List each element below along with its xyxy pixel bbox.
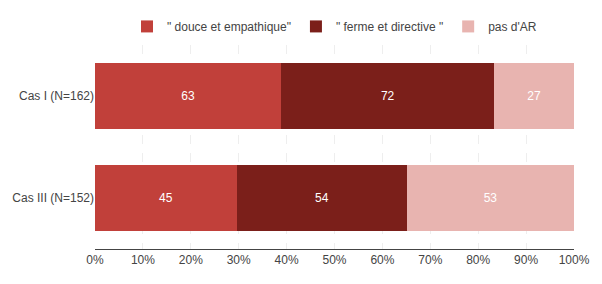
svg-text:20%: 20% bbox=[179, 253, 203, 267]
svg-text:Cas I (N=162): Cas I (N=162) bbox=[19, 89, 94, 103]
svg-text:50%: 50% bbox=[322, 253, 346, 267]
svg-text:63: 63 bbox=[181, 89, 195, 103]
svg-text:80%: 80% bbox=[466, 253, 490, 267]
svg-text:pas d'AR: pas d'AR bbox=[488, 20, 537, 34]
svg-text:" douce et empathique": " douce et empathique" bbox=[167, 20, 291, 34]
svg-text:27: 27 bbox=[527, 89, 541, 103]
svg-text:45: 45 bbox=[159, 191, 173, 205]
svg-text:40%: 40% bbox=[275, 253, 299, 267]
svg-text:30%: 30% bbox=[227, 253, 251, 267]
svg-text:0%: 0% bbox=[86, 253, 104, 267]
svg-text:72: 72 bbox=[381, 89, 395, 103]
svg-text:" ferme et directive ": " ferme et directive " bbox=[336, 20, 443, 34]
svg-text:10%: 10% bbox=[131, 253, 155, 267]
svg-text:Cas III (N=152): Cas III (N=152) bbox=[12, 191, 94, 205]
svg-text:60%: 60% bbox=[370, 253, 394, 267]
svg-text:70%: 70% bbox=[418, 253, 442, 267]
svg-text:100%: 100% bbox=[559, 253, 590, 267]
svg-text:53: 53 bbox=[484, 191, 498, 205]
svg-text:54: 54 bbox=[315, 191, 329, 205]
svg-text:90%: 90% bbox=[514, 253, 538, 267]
